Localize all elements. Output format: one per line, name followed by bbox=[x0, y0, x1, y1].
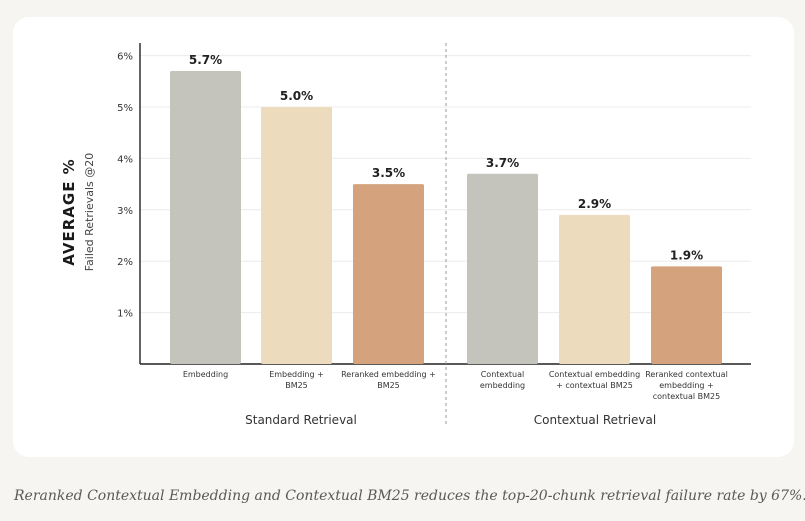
x-category-label: embedding + bbox=[659, 381, 714, 390]
y-tick-label: 3% bbox=[117, 206, 133, 217]
bar-chart: 1% 2% 3% 4% 5% 6% AVERAGE % Failed Retrievals @… bbox=[60, 43, 751, 427]
x-category-label: Reranked contextual bbox=[645, 370, 728, 379]
y-tick-label: 5% bbox=[117, 103, 133, 114]
group-label: Standard Retrieval bbox=[245, 413, 357, 427]
x-category-label: Embedding bbox=[183, 370, 228, 379]
bar bbox=[467, 173, 538, 364]
x-category-label: embedding bbox=[480, 381, 525, 390]
y-tick-label: 4% bbox=[117, 154, 133, 165]
bar-value-label: 3.7% bbox=[486, 156, 519, 170]
x-category-label: Contextual embedding bbox=[549, 370, 640, 379]
y-axis-subtitle: Failed Retrievals @20 bbox=[83, 153, 96, 272]
bar-value-label: 5.0% bbox=[280, 89, 313, 103]
bar bbox=[353, 184, 424, 364]
y-tick-label: 1% bbox=[117, 309, 133, 320]
figure-caption: Reranked Contextual Embedding and Contex… bbox=[14, 488, 805, 504]
x-category-label: BM25 bbox=[285, 381, 308, 390]
bar bbox=[651, 266, 722, 364]
x-category-label: BM25 bbox=[377, 381, 400, 390]
bar bbox=[559, 214, 630, 364]
bar-value-label: 2.9% bbox=[578, 197, 611, 211]
bar-value-label: 1.9% bbox=[670, 248, 703, 262]
chart-card: 1% 2% 3% 4% 5% 6% AVERAGE % Failed Retrievals @… bbox=[13, 17, 794, 457]
y-tick-label: 2% bbox=[117, 257, 133, 268]
bar bbox=[170, 70, 241, 364]
bar-value-label: 5.7% bbox=[189, 53, 222, 67]
bar-value-label: 3.5% bbox=[372, 166, 405, 180]
y-tick-label: 6% bbox=[117, 52, 133, 63]
x-category-label: Contextual bbox=[481, 370, 525, 379]
bar bbox=[261, 106, 332, 364]
x-category-label: + contextual BM25 bbox=[556, 381, 633, 390]
x-category-label: Embedding + bbox=[269, 370, 324, 379]
group-label: Contextual Retrieval bbox=[534, 413, 656, 427]
x-category-label: contextual BM25 bbox=[653, 392, 720, 401]
x-category-label: Reranked embedding + bbox=[341, 370, 436, 379]
y-axis-title: AVERAGE % bbox=[60, 158, 78, 265]
